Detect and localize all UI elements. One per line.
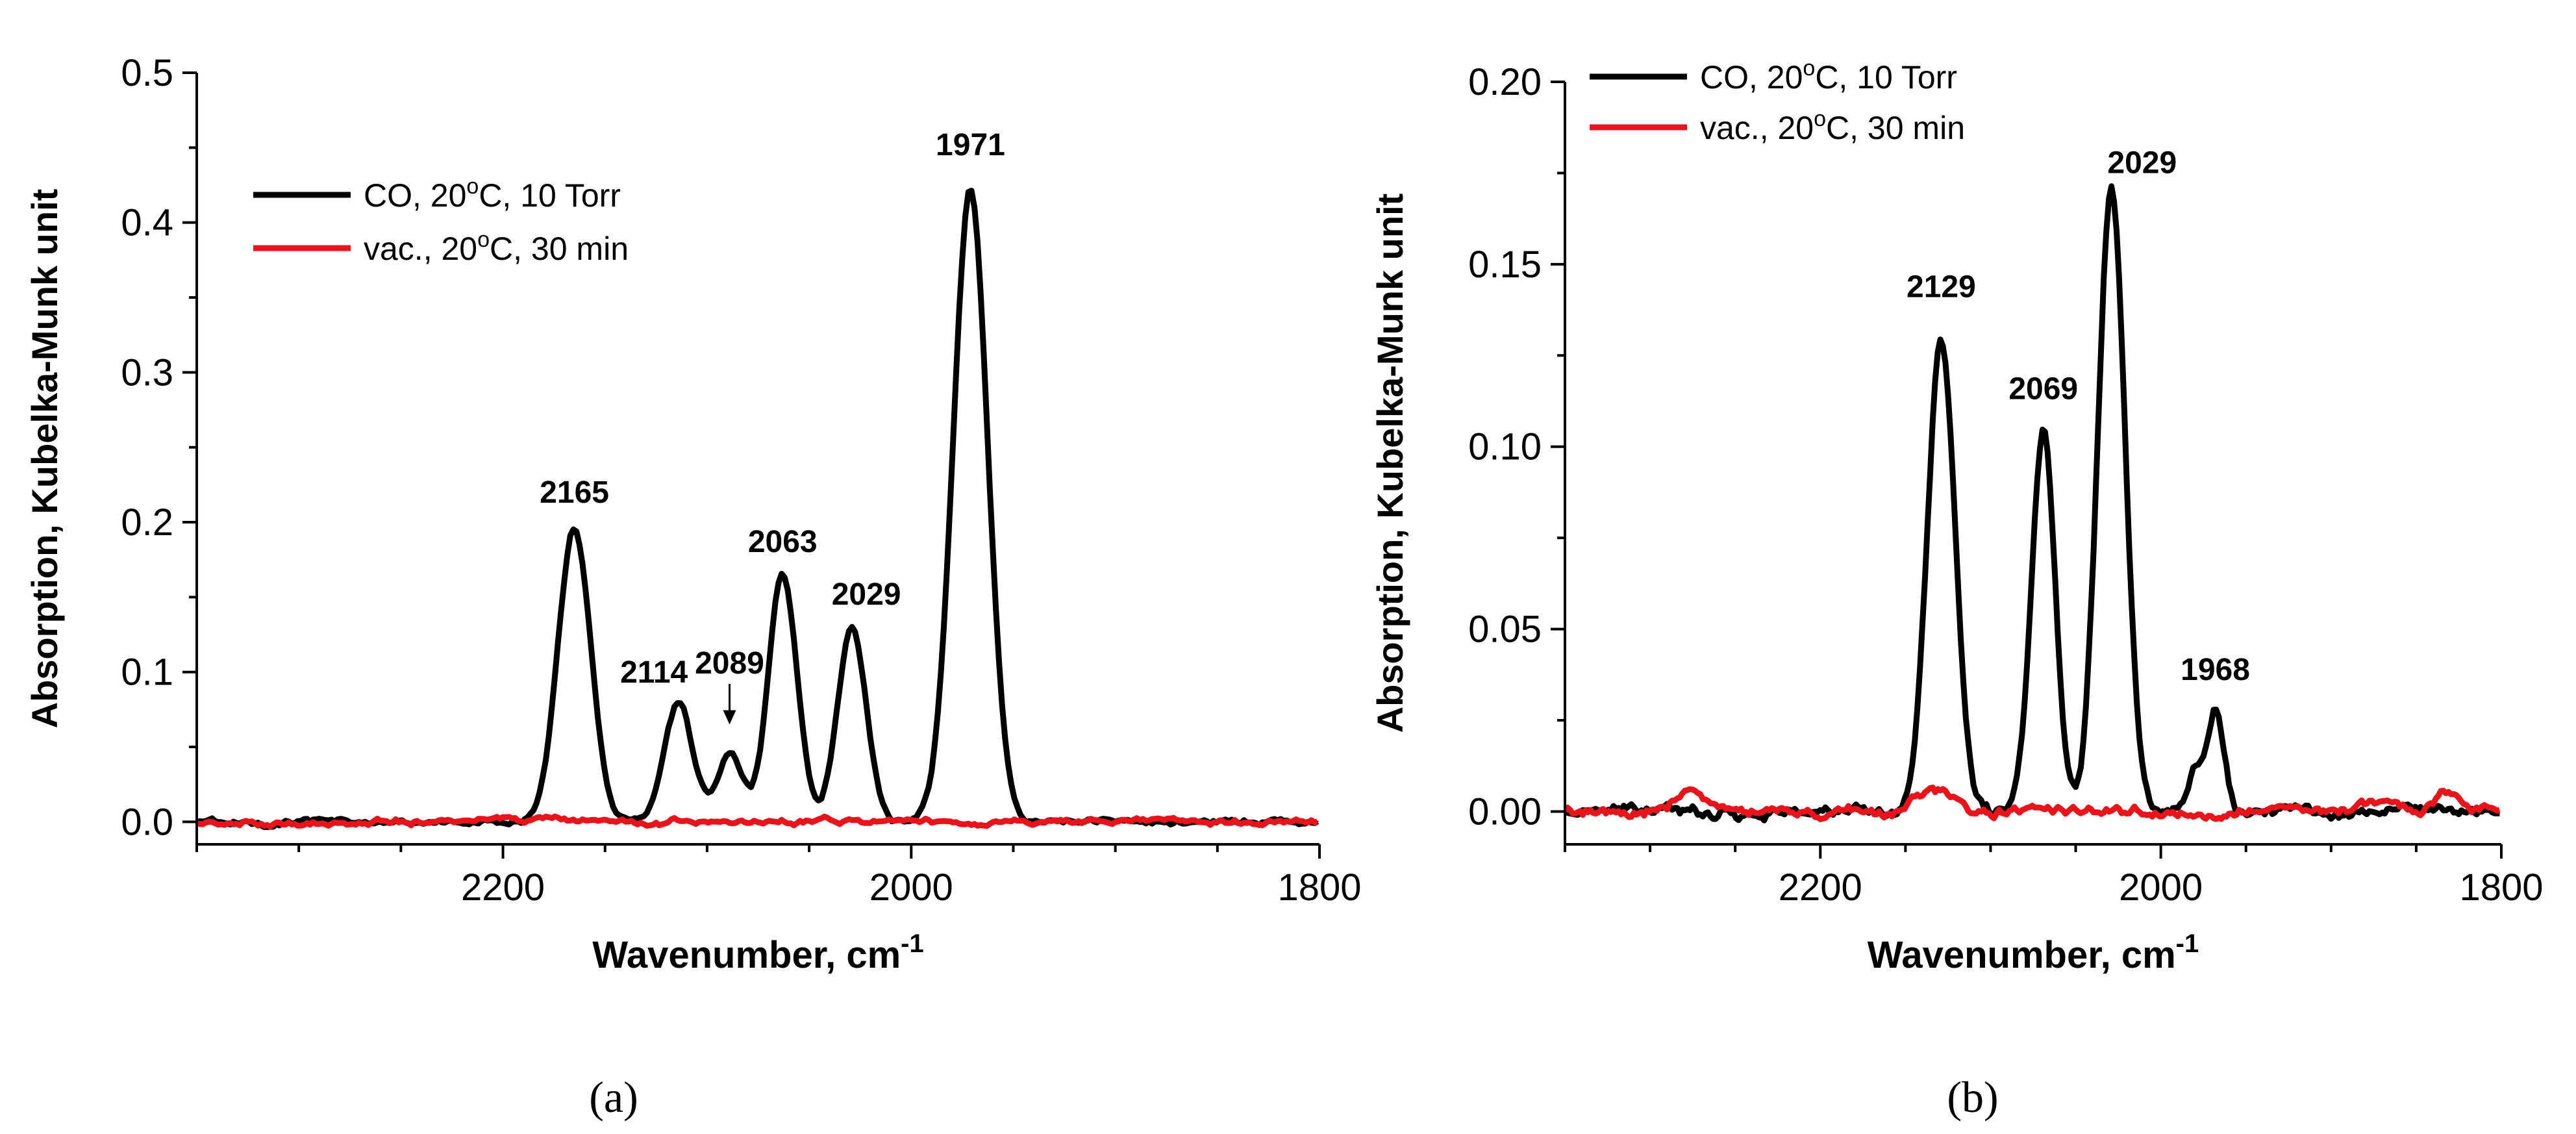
peak-label: 2089 [695, 646, 764, 681]
x-tick-label: 2000 [869, 866, 953, 909]
y-tick-label: 0.2 [121, 501, 173, 544]
peak-label: 1971 [936, 128, 1005, 162]
legend-label: CO, 20oC, 10 Torr [364, 174, 621, 214]
x-tick-label: 2200 [461, 866, 545, 909]
peak-label: 2129 [1907, 270, 1976, 304]
y-tick-label: 0.3 [121, 351, 173, 394]
peak-label: 2165 [540, 475, 609, 510]
panel-label: (a) [589, 1072, 638, 1122]
legend-label-sup: o [1814, 107, 1826, 131]
y-tick-label: 0.00 [1468, 790, 1542, 833]
legend-label: vac., 20oC, 30 min [1700, 107, 1965, 146]
y-tick-label: 0.5 [121, 52, 173, 94]
series-line-co [1565, 183, 2500, 824]
legend-label-tail: C, 30 min [490, 231, 629, 267]
peak-label: 2063 [748, 525, 818, 559]
series-line-vac [197, 813, 1319, 830]
legend-label-main: vac., 20 [364, 231, 477, 267]
x-axis-title: Wavenumber, cm-1 [1868, 929, 2199, 976]
x-axis-title: Wavenumber, cm-1 [592, 929, 923, 976]
legend-label-main: CO, 20 [1700, 59, 1803, 95]
y-tick-label: 0.20 [1468, 61, 1542, 103]
y-tick-label: 0.05 [1468, 609, 1542, 651]
y-tick-label: 0.15 [1468, 244, 1542, 286]
legend-label-main: CO, 20 [364, 177, 466, 214]
x-axis-title-sup: -1 [901, 929, 924, 958]
x-tick-label: 2200 [1779, 866, 1862, 909]
legend-label: CO, 20oC, 10 Torr [1700, 56, 1957, 95]
panel-label: (b) [1947, 1072, 1998, 1122]
peak-arrow-head [723, 710, 736, 725]
legend-label-tail: C, 10 Torr [479, 177, 621, 214]
peak-label: 2114 [620, 655, 688, 690]
legend-label-main: vac., 20 [1700, 110, 1814, 146]
y-tick-label: 0.1 [121, 651, 173, 694]
series-line-vac [1565, 785, 2501, 822]
legend-label-sup: o [466, 174, 479, 199]
legend-label-tail: C, 30 min [1826, 110, 1965, 146]
peak-label: 2029 [2107, 145, 2177, 180]
legend-label-sup: o [477, 227, 490, 252]
x-axis-title-text: Wavenumber, cm [1868, 934, 2176, 976]
y-tick-label: 0.10 [1468, 426, 1542, 468]
chart-panel-b: 0.00 0.05 0.10 0.15 0.20 2200 2000 1800 Wavenumb… [1369, 56, 2544, 1122]
x-tick-label: 2000 [2119, 866, 2203, 909]
y-tick-label: 0.0 [121, 801, 173, 843]
x-axis-title-text: Wavenumber, cm [592, 934, 901, 976]
x-axis-title-sup: -1 [2176, 929, 2199, 958]
y-axis-title: Absorption, Kubelka-Munk unit [24, 189, 65, 729]
y-axis-title: Absorption, Kubelka-Munk unit [1369, 194, 1410, 733]
peak-label: 2069 [2008, 372, 2078, 407]
legend-label-sup: o [1803, 56, 1815, 81]
series-line-co [197, 188, 1319, 830]
y-tick-label: 0.4 [121, 202, 173, 244]
legend-label: vac., 20oC, 30 min [364, 227, 629, 267]
peak-label: 1968 [2181, 653, 2250, 687]
peak-label: 2029 [832, 577, 901, 612]
legend-label-tail: C, 10 Torr [1815, 59, 1957, 95]
x-tick-label: 1800 [2459, 866, 2543, 909]
chart-panel-a: 0.0 0.1 0.2 0.3 0.4 0.5 2200 2000 1800 Wavenumber… [24, 52, 1362, 1122]
x-tick-label: 1800 [1277, 866, 1361, 909]
